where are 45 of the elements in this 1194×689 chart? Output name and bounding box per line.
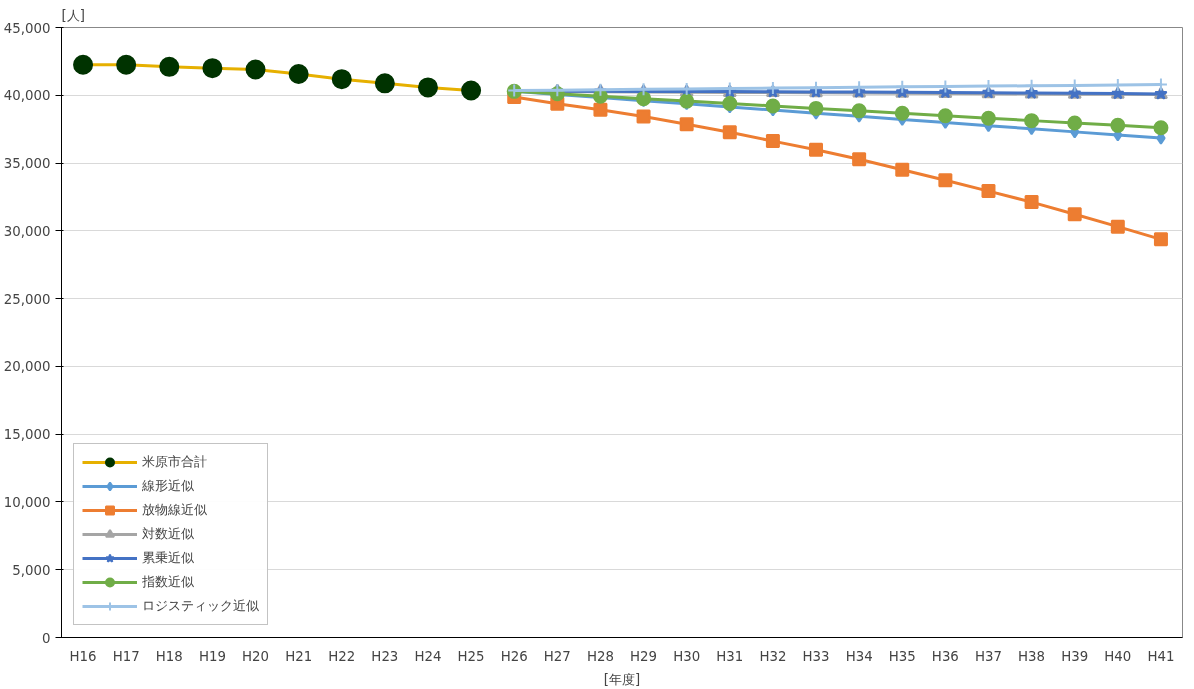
x-tick-label: H35 [888, 648, 916, 664]
y-tick-label: 10,000 [3, 494, 51, 510]
y-tick-label: 15,000 [3, 427, 51, 443]
y-tick-label: 30,000 [3, 223, 51, 239]
x-axis-title: [年度] [603, 671, 641, 687]
legend-label: ロジスティック近似 [142, 597, 259, 615]
legend-label: 指数近似 [142, 573, 194, 591]
x-tick-label: H31 [716, 648, 744, 664]
x-tick-label: H25 [457, 648, 485, 664]
x-tick-label: H20 [242, 648, 270, 664]
x-tick-label: H33 [802, 648, 830, 664]
legend-label: 線形近似 [142, 477, 194, 495]
x-tick-label: H36 [931, 648, 959, 664]
x-tick-label: H38 [1018, 648, 1046, 664]
x-tick-label: H19 [198, 648, 226, 664]
y-tick-label: 45,000 [3, 20, 51, 36]
x-tick-label: H18 [155, 648, 183, 664]
x-tick-label: H32 [759, 648, 787, 664]
x-tick-label: H29 [630, 648, 658, 664]
y-tick-label: 40,000 [3, 88, 51, 104]
y-tick-label: 0 [42, 630, 51, 646]
x-tick-label: H21 [285, 648, 313, 664]
legend-label: 累乗近似 [142, 549, 194, 567]
x-tick-label: H39 [1061, 648, 1089, 664]
x-tick-label: H23 [371, 648, 399, 664]
x-tick-label: H22 [328, 648, 356, 664]
y-axis-title: [人] [61, 7, 85, 23]
x-tick-label: H26 [500, 648, 528, 664]
x-tick-label: H28 [586, 648, 614, 664]
x-tick-label: H41 [1147, 648, 1175, 664]
x-tick-label: H27 [543, 648, 571, 664]
x-tick-label: H16 [69, 648, 97, 664]
x-tick-label: H30 [673, 648, 701, 664]
x-tick-label: H17 [112, 648, 140, 664]
legend-label: 対数近似 [142, 525, 194, 543]
x-tick-label: H37 [974, 648, 1002, 664]
x-tick-label: H34 [845, 648, 873, 664]
x-tick-label: H24 [414, 648, 442, 664]
y-tick-label: 25,000 [3, 291, 51, 307]
legend-label: 米原市合計 [142, 453, 207, 471]
legend-label: 放物線近似 [142, 501, 207, 519]
x-tick-label: H40 [1104, 648, 1132, 664]
y-tick-label: 35,000 [3, 156, 51, 172]
y-tick-label: 5,000 [12, 562, 51, 578]
y-tick-label: 20,000 [3, 359, 51, 375]
